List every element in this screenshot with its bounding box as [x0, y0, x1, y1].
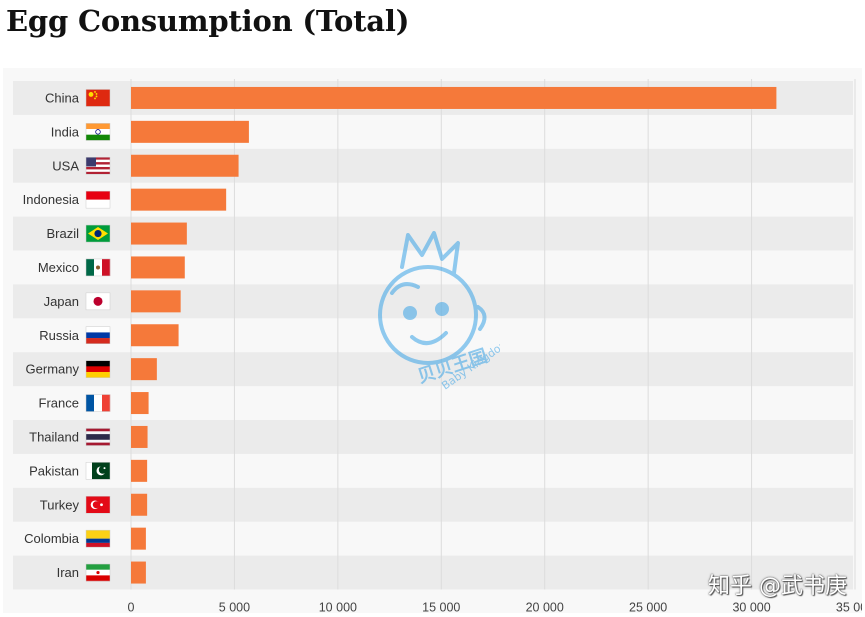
row-band: [13, 555, 853, 590]
flag-co-icon: [85, 529, 111, 548]
flag-us-icon: [85, 157, 111, 175]
x-tick-label: 20 000: [526, 601, 564, 614]
x-tick-label: 10 000: [319, 601, 357, 614]
bar-mexico: [131, 256, 185, 279]
flag-jp-icon: [85, 292, 111, 311]
category-label: Pakistan: [29, 463, 79, 478]
flag-id-icon: [85, 190, 111, 209]
category-label: France: [39, 396, 79, 411]
author-credit: 知乎 @武书庚: [708, 574, 847, 599]
chart-panel: 0 5 000 10 000 15 000 20 000 25 000 30 000 35 0…: [3, 68, 862, 613]
bar-thailand: [131, 425, 148, 448]
category-label: India: [51, 124, 80, 139]
bar-pakistan: [131, 459, 148, 482]
category-label: Thailand: [29, 429, 79, 444]
bar-usa: [131, 154, 239, 177]
flag-fr-icon: [85, 394, 111, 412]
category-label: Indonesia: [23, 192, 80, 207]
x-tick-label: 25 000: [629, 601, 667, 614]
flag-br-icon: [85, 224, 111, 243]
category-label: Russia: [39, 328, 80, 343]
category-label: Japan: [44, 294, 79, 309]
category-label: Mexico: [38, 260, 79, 275]
baby-kingdom-watermark-icon: 贝贝王国 Baby Kingdom: [378, 231, 500, 390]
bar-indonesia: [131, 188, 227, 211]
x-tick-label: 30 000: [732, 601, 770, 614]
flag-in-icon: [85, 123, 111, 141]
category-label: Turkey: [40, 497, 80, 512]
flag-tr-icon: [85, 496, 111, 514]
x-tick-label: 0: [128, 601, 135, 614]
bar-turkey: [131, 493, 148, 516]
flag-th-icon: [85, 428, 111, 446]
bar-japan: [131, 290, 181, 313]
flag-pk-icon: [85, 462, 111, 480]
category-label: Colombia: [24, 531, 80, 546]
bar-germany: [131, 358, 157, 381]
x-tick-label: 5 000: [219, 601, 250, 614]
flag-cn-icon: [85, 89, 111, 107]
bar-france: [131, 392, 149, 415]
bar-india: [131, 120, 249, 143]
chart-title: Egg Consumption (Total): [6, 4, 410, 38]
bar-colombia: [131, 527, 146, 550]
category-label: USA: [52, 158, 79, 173]
category-label: China: [45, 90, 80, 105]
x-tick-label: 35 000: [836, 601, 862, 614]
flag-de-icon: [85, 360, 111, 378]
bar-chart: 0 5 000 10 000 15 000 20 000 25 000 30 000 35 0…: [13, 79, 862, 614]
bar-brazil: [131, 222, 187, 245]
x-tick-label: 15 000: [422, 601, 460, 614]
category-label: Brazil: [46, 226, 79, 241]
flag-mx-icon: [85, 258, 111, 277]
flag-ru-icon: [85, 326, 111, 344]
category-label: Iran: [57, 565, 79, 580]
bar-china: [131, 86, 777, 109]
row-band: [13, 420, 853, 454]
flag-ir-icon: [85, 563, 111, 582]
category-label: Germany: [26, 362, 80, 377]
row-band: [13, 487, 853, 522]
bar-russia: [131, 324, 179, 347]
bar-iran: [131, 561, 146, 584]
